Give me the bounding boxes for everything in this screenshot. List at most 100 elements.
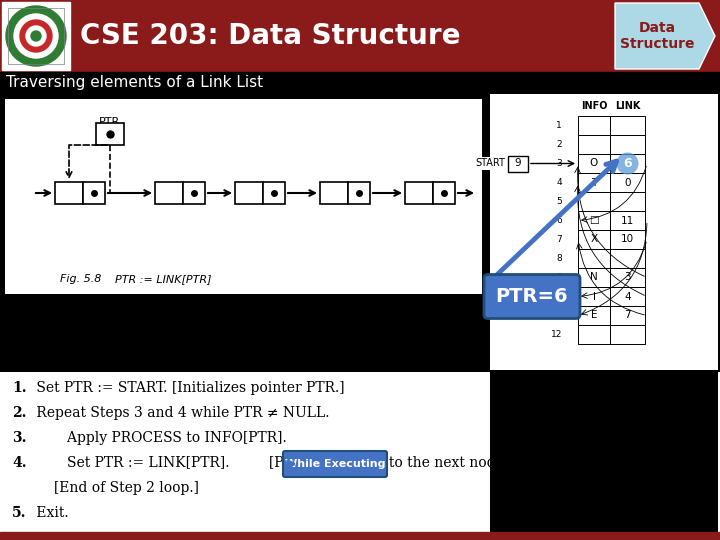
Text: T: T xyxy=(591,178,597,187)
Text: 4: 4 xyxy=(624,292,631,301)
Text: 2: 2 xyxy=(557,140,562,149)
Bar xyxy=(578,325,610,344)
Text: 10: 10 xyxy=(621,234,634,245)
Text: I: I xyxy=(593,292,595,301)
Bar xyxy=(578,173,610,192)
Bar xyxy=(55,182,83,204)
Circle shape xyxy=(6,6,66,66)
Circle shape xyxy=(616,152,639,174)
Text: N: N xyxy=(590,273,598,282)
Bar xyxy=(578,135,610,154)
Text: 5: 5 xyxy=(557,197,562,206)
Bar xyxy=(0,372,720,540)
Text: 3.: 3. xyxy=(12,431,27,445)
Bar xyxy=(578,192,610,211)
Text: 9: 9 xyxy=(557,273,562,282)
Bar xyxy=(183,182,205,204)
Polygon shape xyxy=(615,3,715,69)
Text: 8: 8 xyxy=(557,254,562,263)
Bar xyxy=(578,211,610,230)
Text: [End of Step 2 loop.]: [End of Step 2 loop.] xyxy=(32,481,199,495)
Bar xyxy=(610,287,645,306)
Text: CSE 203: Data Structure: CSE 203: Data Structure xyxy=(80,22,461,50)
Bar xyxy=(610,249,645,268)
Text: 6: 6 xyxy=(624,157,632,170)
Circle shape xyxy=(31,31,41,41)
FancyBboxPatch shape xyxy=(484,274,580,319)
Text: X: X xyxy=(590,234,598,245)
Bar xyxy=(405,182,433,204)
Text: O: O xyxy=(590,159,598,168)
Bar xyxy=(0,0,720,72)
Bar xyxy=(610,230,645,249)
Bar xyxy=(578,116,610,135)
Bar xyxy=(610,211,645,230)
Circle shape xyxy=(14,14,58,58)
Bar xyxy=(610,192,645,211)
Text: While Executing: While Executing xyxy=(284,459,385,469)
Text: PTR := LINK[PTR]: PTR := LINK[PTR] xyxy=(115,274,212,284)
Text: 6: 6 xyxy=(557,216,562,225)
Bar xyxy=(263,182,285,204)
Bar xyxy=(433,182,455,204)
Bar xyxy=(490,370,718,540)
Text: 2.: 2. xyxy=(12,406,27,420)
Bar xyxy=(578,287,610,306)
Text: 11: 11 xyxy=(551,311,562,320)
Text: 9: 9 xyxy=(515,159,521,168)
Text: Repeat Steps 3 and 4 while PTR ≠ NULL.: Repeat Steps 3 and 4 while PTR ≠ NULL. xyxy=(32,406,330,420)
Text: 11: 11 xyxy=(621,215,634,226)
Text: Exit.: Exit. xyxy=(32,506,68,520)
FancyBboxPatch shape xyxy=(283,451,387,477)
Bar xyxy=(610,306,645,325)
Text: 4: 4 xyxy=(557,178,562,187)
Text: START: START xyxy=(475,159,505,168)
Bar xyxy=(83,182,105,204)
Text: Data
Structure: Data Structure xyxy=(620,21,694,51)
Text: 10: 10 xyxy=(551,292,562,301)
Text: 7: 7 xyxy=(557,235,562,244)
Text: Apply PROCESS to INFO[PTR].: Apply PROCESS to INFO[PTR]. xyxy=(32,431,287,445)
Bar xyxy=(155,182,183,204)
Text: Traversing elements of a Link List: Traversing elements of a Link List xyxy=(6,76,263,91)
Text: 5.: 5. xyxy=(12,506,27,520)
Bar xyxy=(578,268,610,287)
Bar xyxy=(0,532,720,540)
Text: 3: 3 xyxy=(624,273,631,282)
Text: 1: 1 xyxy=(557,121,562,130)
Bar xyxy=(610,135,645,154)
Text: 12: 12 xyxy=(551,330,562,339)
Bar xyxy=(508,156,528,172)
Text: PTR=6: PTR=6 xyxy=(495,287,568,306)
Bar xyxy=(610,268,645,287)
Bar xyxy=(235,182,263,204)
Circle shape xyxy=(20,20,52,52)
Bar xyxy=(320,182,348,204)
Bar xyxy=(8,8,64,64)
Text: 7: 7 xyxy=(624,310,631,321)
Bar xyxy=(610,154,645,173)
Text: 0: 0 xyxy=(624,178,631,187)
Text: Set PTR := LINK[PTR].         [PTR now points to the next node.]: Set PTR := LINK[PTR]. [PTR now points to… xyxy=(32,456,513,470)
Text: □: □ xyxy=(589,215,599,226)
Bar xyxy=(0,72,720,94)
Circle shape xyxy=(26,26,46,46)
Bar xyxy=(578,306,610,325)
Text: Set PTR := START. [Initializes pointer PTR.]: Set PTR := START. [Initializes pointer P… xyxy=(32,381,345,395)
Bar xyxy=(578,249,610,268)
Text: PTR: PTR xyxy=(99,117,121,127)
Bar xyxy=(5,99,482,294)
Text: 6: 6 xyxy=(624,159,631,168)
Text: 1.: 1. xyxy=(12,381,27,395)
Bar xyxy=(610,173,645,192)
Bar xyxy=(348,182,370,204)
Text: INFO: INFO xyxy=(581,101,607,111)
Bar xyxy=(490,94,718,370)
Text: E: E xyxy=(590,310,598,321)
Bar xyxy=(2,2,70,70)
Text: 4.: 4. xyxy=(12,456,27,470)
Text: 3: 3 xyxy=(557,159,562,168)
Bar xyxy=(610,325,645,344)
Text: LINK: LINK xyxy=(615,101,640,111)
Bar xyxy=(578,154,610,173)
